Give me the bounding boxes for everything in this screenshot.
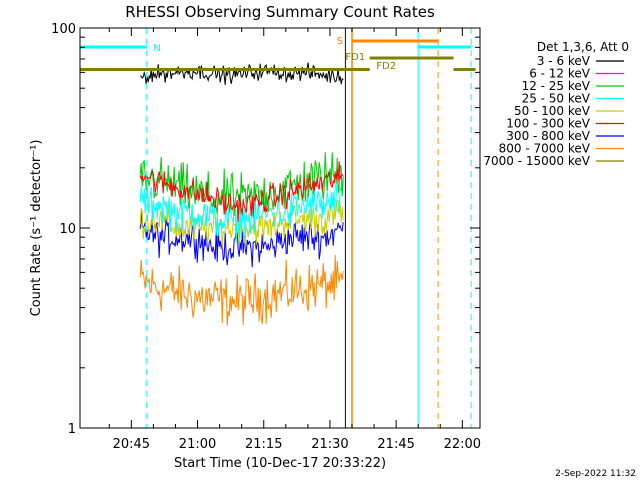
series-line bbox=[140, 62, 344, 85]
y-axis: 1 10 100 bbox=[51, 22, 480, 437]
y-tick-label: 1 bbox=[68, 422, 76, 437]
night-label: N bbox=[153, 43, 160, 54]
legend-label: 12 - 25 keV bbox=[522, 79, 591, 93]
series-line bbox=[139, 254, 344, 326]
y-axis-label: Count Rate (s⁻¹ detector⁻¹) bbox=[29, 140, 44, 317]
x-tick-label: 21:30 bbox=[311, 437, 348, 452]
legend-label: 7000 - 15000 keV bbox=[483, 154, 590, 168]
legend-title: Det 1,3,6, Att 0 bbox=[537, 40, 629, 54]
footer-date: 2-Sep-2022 11:32 bbox=[555, 469, 636, 479]
x-tick-label: 21:15 bbox=[245, 437, 282, 452]
chart-title: RHESSI Observing Summary Count Rates bbox=[125, 3, 435, 21]
x-axis-label: Start Time (10-Dec-17 20:33:22) bbox=[174, 456, 386, 471]
saa-label: S bbox=[337, 36, 343, 47]
x-tick-label: 21:45 bbox=[377, 437, 414, 452]
series-line bbox=[139, 161, 344, 223]
x-axis: 20:45 21:00 21:15 21:30 21:45 22:00 bbox=[108, 28, 481, 452]
legend-label: 100 - 300 keV bbox=[506, 117, 590, 131]
y-tick-label: 10 bbox=[59, 222, 76, 237]
x-tick-label: 20:45 bbox=[113, 437, 150, 452]
legend-label: 25 - 50 keV bbox=[522, 92, 591, 106]
legend-label: 800 - 7000 keV bbox=[499, 142, 591, 156]
y-tick-label: 100 bbox=[51, 22, 76, 37]
flare-label: FD1 bbox=[345, 52, 365, 63]
data-layer bbox=[139, 62, 344, 326]
series-line bbox=[139, 179, 344, 244]
flare-label: FD2 bbox=[376, 61, 396, 72]
x-tick-label: 22:00 bbox=[444, 437, 481, 452]
legend-label: 300 - 800 keV bbox=[506, 129, 590, 143]
series-line bbox=[139, 152, 344, 218]
legend-label: 6 - 12 keV bbox=[529, 67, 591, 81]
legend-label: 3 - 6 keV bbox=[537, 54, 591, 68]
legend-label: 50 - 100 keV bbox=[514, 104, 591, 118]
x-tick-label: 21:00 bbox=[179, 437, 216, 452]
